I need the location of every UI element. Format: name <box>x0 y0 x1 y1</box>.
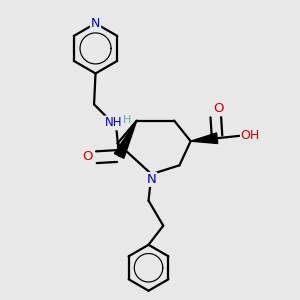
Text: H: H <box>123 115 131 125</box>
Polygon shape <box>190 133 218 143</box>
Polygon shape <box>114 121 137 158</box>
Text: OH: OH <box>241 129 260 142</box>
Text: NH: NH <box>105 116 122 129</box>
Text: O: O <box>82 150 93 163</box>
Text: O: O <box>213 102 223 115</box>
Text: N: N <box>91 17 100 30</box>
Text: N: N <box>147 173 156 186</box>
